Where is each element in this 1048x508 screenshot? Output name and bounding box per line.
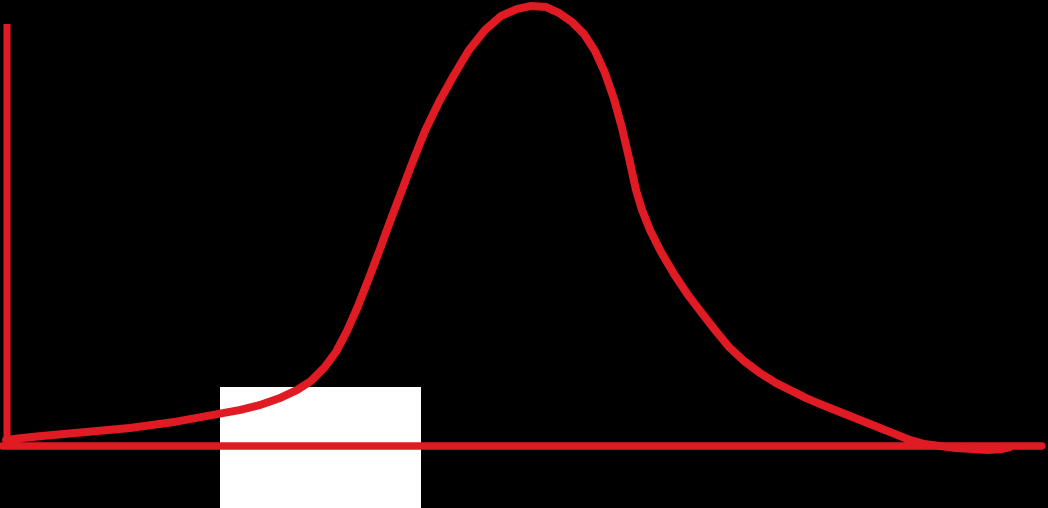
distribution-curve xyxy=(2,2,1014,454)
